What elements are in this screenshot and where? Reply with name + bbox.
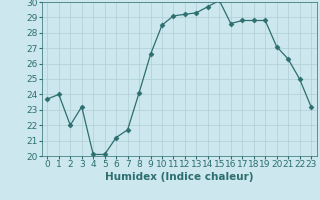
X-axis label: Humidex (Indice chaleur): Humidex (Indice chaleur): [105, 172, 253, 182]
